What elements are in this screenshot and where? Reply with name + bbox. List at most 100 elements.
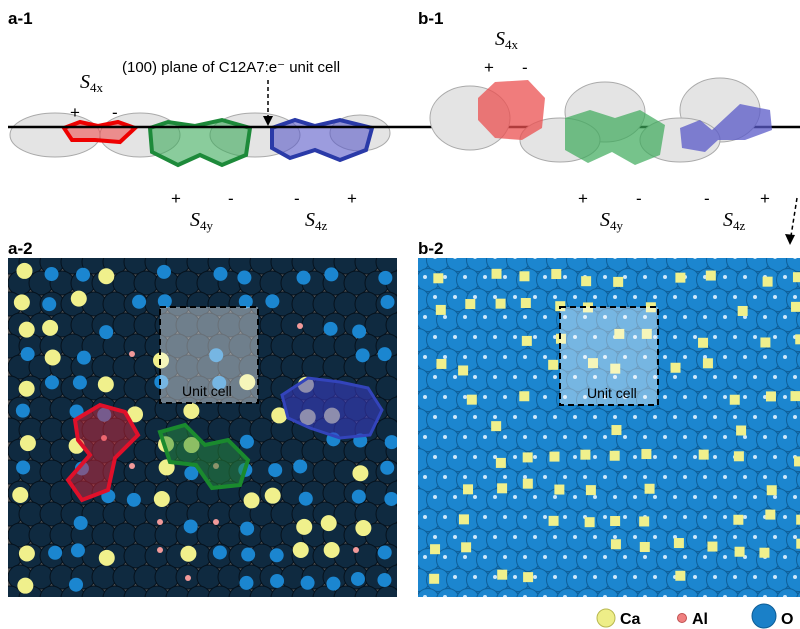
atom-o — [82, 586, 106, 610]
sign: + — [70, 103, 80, 122]
atom-o — [124, 460, 148, 484]
atom-highlight — [633, 455, 637, 459]
atom-highlight — [523, 475, 527, 479]
atom-o — [577, 589, 600, 612]
atom-al — [185, 575, 191, 581]
atom-highlight — [423, 595, 427, 599]
atom-highlight — [473, 375, 477, 379]
atom-o — [265, 294, 279, 308]
atom-ca — [16, 263, 32, 279]
atom-ca — [611, 425, 621, 435]
atom-highlight — [473, 455, 477, 459]
atom-o — [457, 589, 480, 612]
atom-highlight — [683, 515, 687, 519]
atom-o — [45, 375, 59, 389]
atom-o — [717, 589, 740, 612]
sign: - — [228, 189, 234, 208]
atom-o — [187, 250, 211, 274]
atom-ca — [496, 458, 506, 468]
sign: - — [704, 189, 710, 208]
atom-highlight — [703, 475, 707, 479]
atom-highlight — [483, 515, 487, 519]
atom-highlight — [423, 435, 427, 439]
atom-o — [355, 544, 379, 568]
subscript: 4z — [315, 218, 328, 233]
atom-al — [129, 463, 135, 469]
atom-o — [155, 565, 179, 589]
atom-highlight — [753, 255, 757, 259]
sign: - — [112, 103, 118, 122]
atom-highlight — [443, 515, 447, 519]
atom-highlight — [463, 355, 467, 359]
atom-ca — [430, 544, 440, 554]
atom-highlight — [643, 595, 647, 599]
atom-ca — [458, 365, 468, 375]
s4x-site — [64, 122, 135, 142]
atom-ca — [737, 603, 747, 613]
atom-ca — [433, 273, 443, 283]
symbol: S — [495, 28, 505, 50]
atom-o — [134, 523, 158, 547]
atom-highlight — [503, 595, 507, 599]
atom-highlight — [733, 375, 737, 379]
atom-al — [353, 547, 359, 553]
sign: + — [171, 189, 181, 208]
atom-o — [229, 586, 253, 610]
atom-highlight — [683, 595, 687, 599]
atom-o — [260, 439, 284, 463]
atom-ca — [549, 516, 559, 526]
atom-highlight — [573, 575, 577, 579]
atom-highlight — [553, 535, 557, 539]
atom-o — [145, 586, 169, 610]
atom-highlight — [713, 455, 717, 459]
atom-highlight — [413, 535, 417, 539]
atom-highlight — [633, 575, 637, 579]
atom-highlight — [523, 515, 527, 519]
figure: a-1 (100) plane of C12A7:e⁻ unit cell S4… — [0, 0, 800, 629]
atom-o — [334, 586, 358, 610]
atom-highlight — [553, 255, 557, 259]
atom-highlight — [713, 295, 717, 299]
atom-highlight — [593, 455, 597, 459]
atom-highlight — [613, 535, 617, 539]
atom-highlight — [653, 495, 657, 499]
atom-highlight — [573, 415, 577, 419]
atom-o — [334, 292, 358, 316]
atom-highlight — [713, 535, 717, 539]
atom-o — [157, 265, 171, 279]
atom-ca — [698, 338, 708, 348]
atom-o — [8, 523, 32, 547]
atom-highlight — [773, 415, 777, 419]
atom-ca — [611, 539, 621, 549]
atom-ca — [324, 542, 340, 558]
atom-highlight — [433, 335, 437, 339]
atom-o — [637, 589, 660, 612]
atom-highlight — [663, 275, 667, 279]
atom-highlight — [793, 255, 797, 259]
atom-o — [386, 523, 410, 547]
atom-highlight — [433, 295, 437, 299]
atom-o — [356, 348, 370, 362]
atom-highlight — [693, 335, 697, 339]
panel-label: b-2 — [418, 239, 444, 258]
atom-o — [48, 546, 62, 560]
atom-highlight — [533, 495, 537, 499]
atom-o — [19, 502, 43, 526]
atom-highlight — [423, 395, 427, 399]
atom-ca — [494, 601, 504, 611]
atom-ca — [548, 360, 558, 370]
atom-highlight — [473, 255, 477, 259]
atom-highlight — [543, 595, 547, 599]
atom-ca — [790, 391, 800, 401]
atom-highlight — [573, 295, 577, 299]
atom-ca — [14, 294, 30, 310]
atom-highlight — [673, 495, 677, 499]
atom-highlight — [453, 575, 457, 579]
atom-highlight — [623, 435, 627, 439]
site-label: S4y — [600, 209, 624, 233]
atom-ca — [675, 273, 685, 283]
atom-highlight — [673, 455, 677, 459]
atom-ca — [641, 449, 651, 459]
atom-highlight — [573, 495, 577, 499]
atom-highlight — [533, 255, 537, 259]
